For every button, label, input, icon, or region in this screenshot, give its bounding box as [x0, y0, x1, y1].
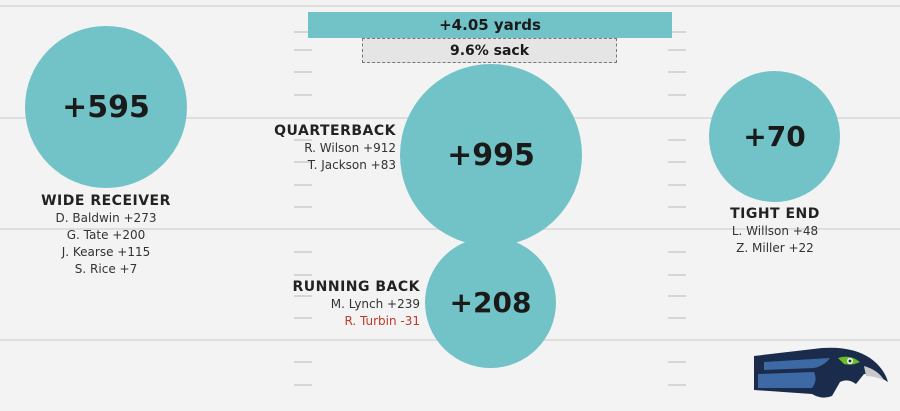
quarterback-bubble: +995	[400, 64, 582, 246]
running-back-bubble: +208	[425, 237, 556, 368]
player-line: G. Tate +200	[66, 228, 146, 242]
running-back-total: +208	[449, 286, 532, 319]
player-line: D. Baldwin +273	[55, 211, 157, 225]
player-line: T. Jackson +83	[307, 158, 396, 172]
player-line-negative: R. Turbin -31	[344, 314, 420, 328]
wide-receiver-total: +595	[62, 89, 150, 125]
quarterback-label: QUARTERBACK	[274, 123, 396, 139]
player-line: R. Wilson +912	[304, 141, 396, 155]
player-line: M. Lynch +239	[330, 297, 420, 311]
tight-end-label: TIGHT END	[730, 206, 820, 222]
tight-end-total: +70	[743, 120, 806, 153]
seahawks-logo	[754, 347, 888, 398]
sack-rate-banner: 9.6% sack	[362, 38, 617, 63]
wide-receiver-bubble: +595	[25, 26, 187, 188]
player-line: L. Willson +48	[731, 224, 819, 238]
tight-end-bubble: +70	[709, 71, 840, 202]
player-line: J. Kearse +115	[61, 245, 151, 259]
yards-per-play-banner: +4.05 yards	[308, 12, 672, 38]
player-line: Z. Miller +22	[736, 241, 814, 255]
quarterback-total: +995	[447, 137, 535, 173]
wide-receiver-label: WIDE RECEIVER	[41, 193, 171, 209]
running-back-label: RUNNING BACK	[292, 279, 420, 295]
player-line: S. Rice +7	[74, 262, 138, 276]
